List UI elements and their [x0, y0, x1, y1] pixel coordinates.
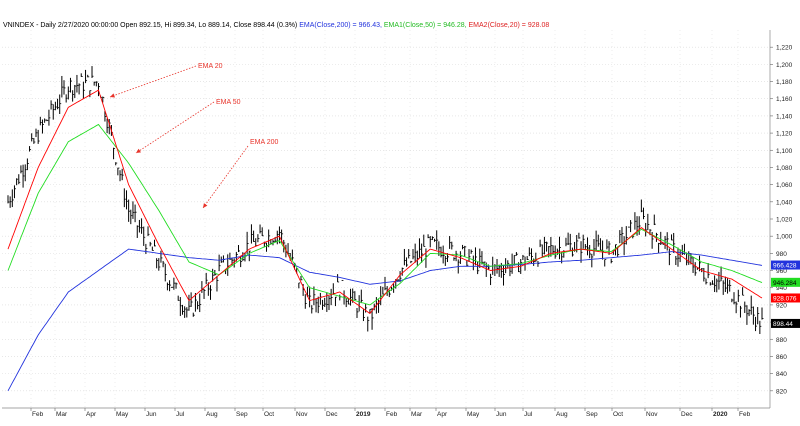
y-tick-label: 940 — [776, 285, 787, 292]
x-tick-label: Aug — [556, 411, 568, 418]
annotation-arrowhead — [136, 148, 141, 153]
x-tick-label: Jul — [176, 411, 185, 418]
annotation-ema50: EMA 50 — [216, 99, 241, 106]
y-tick-label: 1,100 — [776, 148, 793, 155]
last-value-label-ema50: 946.284 — [773, 280, 797, 287]
price-bars — [7, 66, 764, 335]
x-tick-label: Nov — [646, 411, 658, 418]
x-tick-label: Jun — [496, 411, 507, 418]
x-tick-label: Feb — [32, 411, 44, 418]
y-tick-label: 1,140 — [776, 113, 793, 120]
y-tick-label: 960 — [776, 268, 787, 275]
y-tick-label: 1,060 — [776, 182, 793, 189]
x-tick-label: May — [116, 411, 129, 418]
grid — [2, 30, 770, 408]
x-tick-label: Mar — [411, 411, 423, 418]
last-value-labels: 966.428 946.284 928.076 898.44 — [771, 260, 800, 328]
header-ema20: EMA2(Close,20) = 928.08 — [468, 22, 550, 29]
annotation-arrow — [109, 65, 197, 98]
y-tick-label: 820 — [776, 388, 787, 395]
x-tick-label: Jun — [146, 411, 157, 418]
y-tick-label: 880 — [776, 337, 787, 344]
last-value-label-ema20: 928.076 — [773, 295, 797, 302]
x-tick-label: Apr — [86, 411, 97, 418]
x-tick-label: Oct — [613, 411, 623, 418]
y-tick-label: 840 — [776, 371, 787, 378]
x-tick-label: Feb — [739, 411, 751, 418]
series-line-ema20 — [7, 89, 763, 315]
y-tick-label: 920 — [776, 302, 787, 309]
x-tick-label: Jul — [524, 411, 533, 418]
y-tick-label: 1,220 — [776, 45, 793, 52]
y-tick-label: 1,180 — [776, 79, 793, 86]
y-axis: 8208408608809009209409609801,0001,0201,0… — [769, 30, 793, 408]
header-ema50: EMA1(Close,50) = 946.28, — [383, 22, 467, 29]
x-tick-label: Oct — [264, 411, 274, 418]
y-tick-label: 1,120 — [776, 131, 793, 138]
x-tick-label: Apr — [437, 411, 448, 418]
x-tick-label: May — [467, 411, 480, 418]
x-tick-label: Sep — [586, 411, 598, 418]
x-tick-label: Sep — [236, 411, 248, 418]
last-value-badge-close — [771, 318, 800, 328]
header-low: Lo 889.14 — [198, 22, 230, 29]
last-value-label-close: 898.44 — [773, 321, 793, 328]
x-tick-label: Nov — [296, 411, 308, 418]
y-tick-label: 1,020 — [776, 217, 793, 224]
y-tick-label: 1,200 — [776, 62, 793, 69]
annotation-arrow — [202, 145, 249, 209]
annotations: EMA 20 EMA 50 EMA 200 — [109, 63, 279, 209]
x-tick-label: 2020 — [713, 411, 728, 418]
last-value-badge-ema50 — [771, 277, 800, 287]
header-date: 2/27/2020 00:00:00 — [57, 22, 119, 29]
last-value-badge-ema200 — [771, 260, 800, 270]
annotation-arrowhead — [110, 93, 115, 98]
y-tick-label: 860 — [776, 354, 787, 361]
x-tick-label: Aug — [206, 411, 218, 418]
header-open: Open 892.15 — [120, 22, 161, 29]
x-tick-label: Dec — [326, 411, 338, 418]
chart-header: VNINDEX - Daily 2/27/2020 00:00:00 Open … — [3, 22, 550, 29]
last-value-label-ema200: 966.428 — [773, 263, 797, 270]
annotation-arrowhead — [203, 203, 208, 208]
y-tick-label: 1,160 — [776, 96, 793, 103]
annotation-ema200: EMA 200 — [250, 139, 279, 146]
header-ema200: EMA(Close,200) = 966.43, — [299, 22, 382, 29]
header-high: Hi 899.34 — [164, 22, 195, 29]
ema-lines — [7, 89, 763, 392]
x-axis: Feb Mar Apr May Jun Jul Aug Sep Oct Nov Dec 2019 Feb… — [2, 407, 770, 418]
annotation-arrow — [135, 101, 215, 154]
x-tick-label: Dec — [681, 411, 693, 418]
y-tick-label: 980 — [776, 251, 787, 258]
header-close: Close 898.44 (0.3%) — [233, 22, 298, 29]
header-symbol: VNINDEX — [3, 22, 35, 29]
last-value-badge-ema20 — [771, 293, 800, 303]
x-tick-label: Mar — [56, 411, 68, 418]
y-tick-label: 1,040 — [776, 199, 793, 206]
header-period: Daily — [40, 22, 56, 29]
y-tick-label: 1,000 — [776, 234, 793, 241]
y-tick-label: 1,080 — [776, 165, 793, 172]
x-tick-label: 2019 — [356, 411, 371, 418]
annotation-ema20: EMA 20 — [198, 63, 223, 70]
x-tick-label: Feb — [386, 411, 398, 418]
series-line-ema200 — [7, 248, 763, 392]
